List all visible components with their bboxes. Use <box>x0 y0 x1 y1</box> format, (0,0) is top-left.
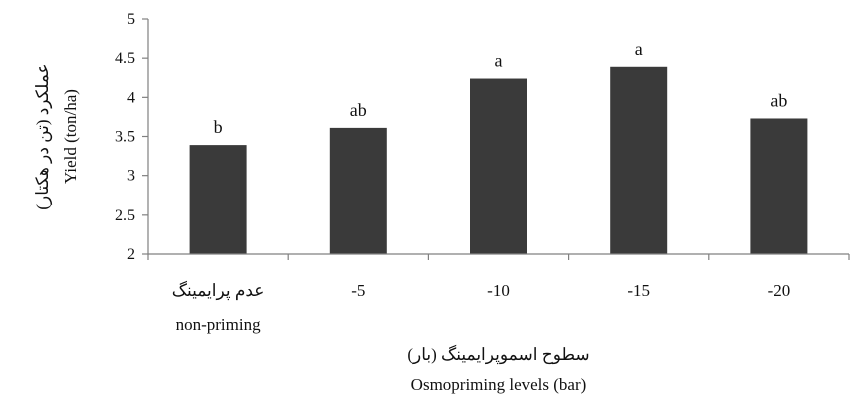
bar <box>329 127 387 254</box>
x-axis-title-english: Osmopriming levels (bar) <box>411 375 587 394</box>
bar-significance-labels: b ab a a ab <box>214 39 788 137</box>
x-category-label: -20 <box>768 281 791 300</box>
y-tick-label: 4 <box>127 89 135 106</box>
y-tick-label: 4.5 <box>115 50 135 67</box>
bar-data-label: a <box>495 51 503 71</box>
y-tick-label: 3 <box>127 168 135 185</box>
bar <box>610 66 668 255</box>
y-tick-label: 3.5 <box>115 129 135 146</box>
x-axis-title-persian: سطوح اسموپرایمینگ (بار) <box>407 344 589 365</box>
bars <box>189 66 808 255</box>
x-category-label: non-priming <box>176 315 261 334</box>
y-axis-title-persian: عملکرد (تن در هکتار) <box>33 63 53 209</box>
x-category-label: -10 <box>487 281 510 300</box>
bar <box>750 118 808 254</box>
bar <box>470 78 527 255</box>
y-tick-label: 2.5 <box>115 207 135 224</box>
bar-data-label: ab <box>350 100 367 120</box>
bar-data-label: a <box>635 39 643 59</box>
bar-data-label: b <box>214 117 223 137</box>
x-category-label: -5 <box>351 281 365 300</box>
x-category-label-persian: عدم پرایمینگ <box>172 280 265 301</box>
x-axis-category-labels: عدم پرایمینگ non-priming -5 -10 -15 -20 <box>172 280 790 334</box>
bar-data-label: ab <box>770 90 787 110</box>
y-tick-label: 2 <box>127 246 135 263</box>
bar <box>189 145 247 254</box>
y-axis-ticks: 2 2.5 3 3.5 4 4.5 5 <box>115 11 850 263</box>
y-tick-label: 5 <box>127 11 135 28</box>
x-category-label: -15 <box>627 281 650 300</box>
y-axis-title-english: Yield (ton/ha) <box>61 89 80 184</box>
